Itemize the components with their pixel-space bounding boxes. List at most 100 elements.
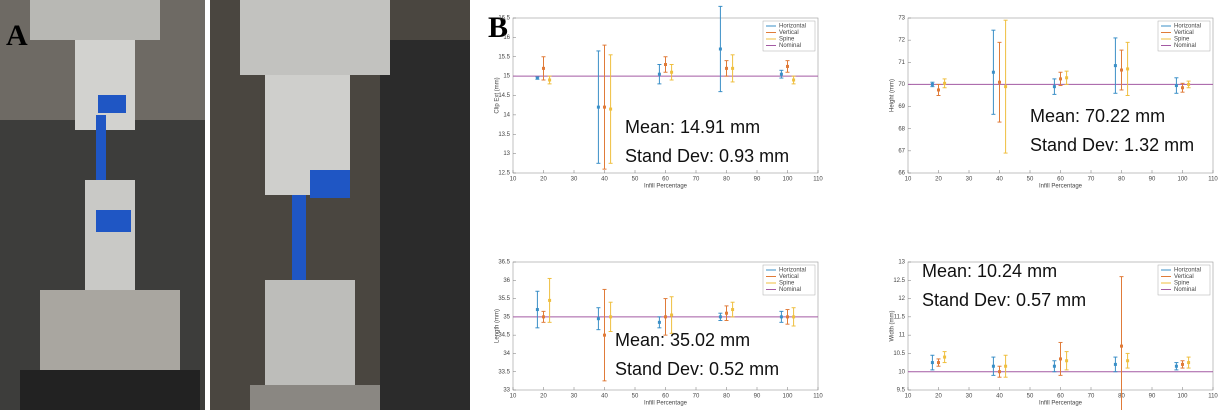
x-tick-label: 10 xyxy=(905,177,912,183)
legend-label: Spine xyxy=(779,37,795,43)
legend-label: Horizontal xyxy=(1174,268,1201,274)
marker xyxy=(1059,357,1062,361)
x-tick-label: 50 xyxy=(632,177,639,183)
marker xyxy=(1004,364,1008,368)
x-tick-label: 60 xyxy=(1057,394,1064,400)
marker xyxy=(1065,76,1069,80)
x-tick-label: 30 xyxy=(966,394,973,400)
x-tick-label: 20 xyxy=(540,177,547,183)
y-tick-label: 12.5 xyxy=(498,171,510,177)
y-tick-label: 16.5 xyxy=(498,16,510,22)
marker xyxy=(1187,82,1191,86)
marker xyxy=(596,105,600,109)
x-tick-label: 60 xyxy=(662,394,669,400)
y-tick-label: 33 xyxy=(503,388,510,394)
y-tick-label: 13 xyxy=(898,260,905,266)
x-tick-label: 10 xyxy=(905,394,912,400)
y-tick-label: 16 xyxy=(503,35,510,41)
annotation: Mean: 10.24 mm xyxy=(922,261,1057,281)
annotation: Mean: 35.02 mm xyxy=(615,330,750,350)
x-tick-label: 70 xyxy=(693,394,700,400)
x-tick-label: 40 xyxy=(601,394,608,400)
marker xyxy=(670,70,674,74)
marker xyxy=(792,315,796,319)
y-tick-label: 73 xyxy=(898,16,905,22)
x-tick-label: 110 xyxy=(1208,394,1218,400)
legend-label: Horizontal xyxy=(779,268,806,274)
legend-label: Nominal xyxy=(1174,287,1196,293)
panel-label: B xyxy=(488,11,508,44)
marker xyxy=(603,333,606,337)
x-tick-label: 80 xyxy=(723,177,730,183)
marker xyxy=(731,66,735,70)
x-tick-label: 70 xyxy=(1088,177,1095,183)
legend-label: Vertical xyxy=(1174,30,1194,36)
marker xyxy=(609,315,613,319)
marker xyxy=(786,64,789,68)
marker xyxy=(1059,77,1062,81)
x-tick-label: 110 xyxy=(813,394,823,400)
marker xyxy=(779,315,783,319)
y-tick-label: 12 xyxy=(898,296,905,302)
chart: 1020304050607080901001109.51010.51111.51… xyxy=(890,260,1218,415)
y-axis-label: Width (mm) xyxy=(890,311,896,342)
y-tick-label: 34 xyxy=(503,351,510,357)
marker xyxy=(991,70,995,74)
x-tick-label: 100 xyxy=(1177,394,1188,400)
annotation: Mean: 70.22 mm xyxy=(1030,106,1165,126)
marker xyxy=(998,80,1001,84)
y-tick-label: 15 xyxy=(503,74,510,80)
marker xyxy=(779,72,783,76)
marker xyxy=(664,63,667,66)
annotation: Stand Dev: 0.93 mm xyxy=(625,146,789,166)
x-axis-label: Infill Percentage xyxy=(644,184,688,190)
x-axis-label: Infill Percentage xyxy=(1039,184,1083,190)
y-tick-label: 10.5 xyxy=(893,351,905,357)
x-tick-label: 20 xyxy=(540,394,547,400)
x-tick-label: 50 xyxy=(1027,394,1034,400)
y-tick-label: 36 xyxy=(503,278,510,284)
y-tick-label: 67 xyxy=(898,148,905,154)
marker xyxy=(991,364,995,368)
y-tick-label: 36.5 xyxy=(498,260,510,266)
marker xyxy=(548,298,552,302)
chart: 10 20 30 40 50 60 70 80 90 100 110 66 67 68 69 70 71 72 73… xyxy=(890,16,1219,190)
marker xyxy=(535,308,539,312)
marker xyxy=(1174,84,1178,88)
marker xyxy=(792,78,796,82)
marker xyxy=(718,47,722,51)
marker xyxy=(731,308,735,312)
y-axis-label: Length (mm) xyxy=(495,309,501,343)
x-tick-label: 40 xyxy=(996,177,1003,183)
y-tick-label: 11 xyxy=(899,333,906,339)
y-tick-label: 34.5 xyxy=(498,333,510,339)
marker xyxy=(930,82,934,86)
legend-label: Spine xyxy=(1174,37,1190,43)
x-tick-label: 100 xyxy=(782,394,793,400)
y-tick-label: 70 xyxy=(898,82,905,88)
x-tick-label: 30 xyxy=(966,177,973,183)
marker xyxy=(535,76,539,80)
marker xyxy=(657,320,661,324)
x-tick-label: 40 xyxy=(996,394,1003,400)
marker xyxy=(1120,344,1123,348)
marker xyxy=(1181,86,1184,90)
annotation: Mean: 14.91 mm xyxy=(625,117,760,137)
marker xyxy=(725,311,728,315)
x-tick-label: 80 xyxy=(723,394,730,400)
marker xyxy=(542,315,545,319)
x-axis-label: Infill Percentage xyxy=(644,401,688,407)
legend-label: Spine xyxy=(779,281,795,287)
legend-label: Vertical xyxy=(779,274,799,280)
y-tick-label: 68 xyxy=(898,126,905,132)
x-tick-label: 10 xyxy=(510,394,517,400)
y-tick-label: 10 xyxy=(898,369,905,375)
marker xyxy=(943,81,947,85)
marker xyxy=(930,361,934,365)
marker xyxy=(1052,364,1056,368)
y-tick-label: 11.5 xyxy=(894,314,906,320)
y-tick-label: 14.5 xyxy=(498,93,510,99)
x-tick-label: 30 xyxy=(571,394,578,400)
x-tick-label: 60 xyxy=(1057,177,1064,183)
marker xyxy=(725,66,728,70)
